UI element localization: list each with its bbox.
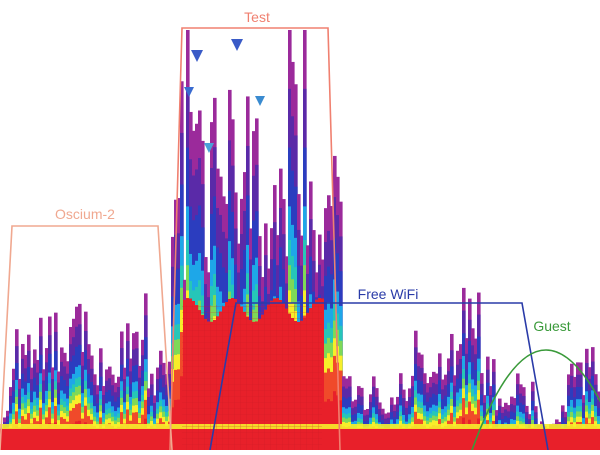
peak-marker	[255, 96, 265, 106]
network-free-wifi-channel	[209, 302, 549, 451]
network-free-wifi-label: Free WiFi	[358, 286, 419, 302]
peak-marker	[191, 50, 203, 62]
network-test-label: Test	[244, 9, 270, 25]
dense-block-mesh	[182, 305, 322, 450]
dense-region-mesh	[182, 305, 322, 450]
spectrum-column-band	[333, 391, 337, 450]
network-oscium-2-channel	[0, 225, 173, 451]
network-guest-curve	[471, 349, 600, 451]
network-channel-masks: Test Oscium-2 Free WiFi Guest	[0, 8, 600, 451]
network-oscium-2-label: Oscium-2	[55, 206, 115, 222]
peak-markers	[184, 39, 265, 153]
peak-marker	[204, 143, 214, 153]
spectrum-column-band	[336, 395, 340, 450]
peak-marker	[184, 87, 194, 97]
peak-marker	[231, 39, 243, 51]
spectrum-column-band	[321, 298, 325, 450]
network-test-channel	[169, 27, 341, 451]
network-guest-label: Guest	[533, 318, 570, 334]
spectrum-column-band	[180, 376, 184, 450]
